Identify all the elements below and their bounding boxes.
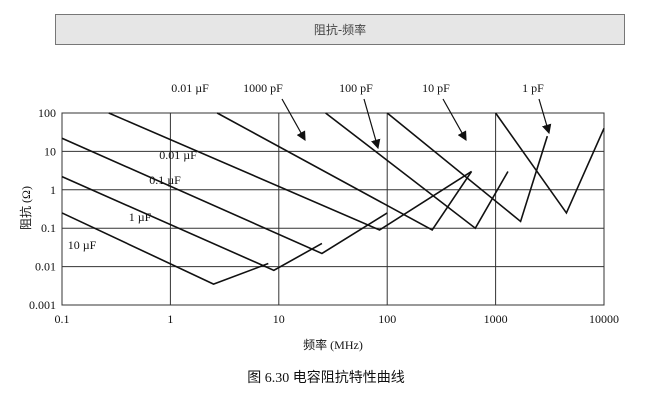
x-tick-label: 1000	[484, 312, 508, 326]
impedance-curve	[386, 112, 549, 223]
header-title: 阻抗-频率	[55, 14, 625, 45]
label-arrow	[281, 98, 306, 142]
impedance-curve	[61, 175, 323, 272]
y-tick-label: 0.001	[29, 298, 56, 312]
x-tick-label: 10	[273, 312, 285, 326]
x-tick-label: 0.1	[55, 312, 70, 326]
impedance-curve	[325, 112, 509, 230]
label-arrow	[442, 98, 467, 142]
y-axis-label: 阻抗 (Ω)	[18, 186, 33, 230]
impedance-curve	[108, 112, 472, 231]
label-arrow	[363, 98, 381, 150]
y-tick-label: 10	[44, 144, 56, 158]
series-label: 1 pF	[522, 81, 544, 95]
x-tick-label: 10000	[589, 312, 619, 326]
caption: 图 6.30 电容阻抗特性曲线	[247, 369, 405, 386]
series-label: 100 pF	[339, 81, 373, 95]
x-tick-label: 100	[378, 312, 396, 326]
x-axis-label: 频率 (MHz)	[303, 337, 363, 352]
impedance-curve	[61, 137, 388, 255]
series-label: 0.01 µF	[159, 148, 197, 162]
series-label: 0.01 µF	[171, 81, 209, 95]
impedance-curve	[61, 212, 269, 285]
impedance-curve	[494, 112, 605, 215]
y-tick-label: 0.1	[41, 221, 56, 235]
label-arrow	[538, 98, 552, 135]
series-label: 10 µF	[68, 238, 97, 252]
series-label: 0.1 µF	[149, 173, 181, 187]
y-tick-label: 1	[50, 183, 56, 197]
y-tick-label: 0.01	[35, 260, 56, 274]
series-label: 1000 pF	[243, 81, 283, 95]
series-label: 1 µF	[129, 210, 152, 224]
impedance-curve	[216, 112, 473, 232]
series-label: 10 pF	[422, 81, 450, 95]
y-tick-label: 100	[38, 106, 56, 120]
x-tick-label: 1	[167, 312, 173, 326]
